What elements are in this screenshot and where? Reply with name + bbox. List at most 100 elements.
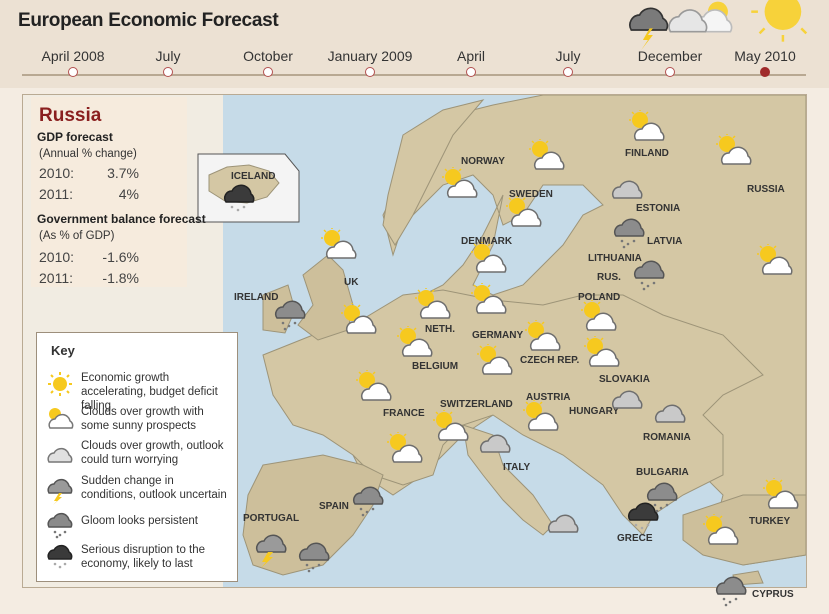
timeline-marker[interactable] [68,67,78,77]
timeline-marker[interactable] [760,67,770,77]
label-germany: GERMANY [472,330,524,341]
timeline-label[interactable]: July [155,48,181,64]
label-sweden: SWEDEN [509,189,553,200]
cloud-icon [548,514,579,533]
sun-cloud-icon [471,283,507,314]
label-ireland: IRELAND [234,292,279,303]
sun-cloud-icon [581,300,617,331]
sun-cloud-icon [525,320,561,351]
rain-cloud-icon [634,260,665,291]
gov-row-2011: 2011: -1.8% [39,270,139,286]
cloud-icon [612,180,643,199]
label-switzerland: SWITZERLAND [440,399,513,410]
label-bulgaria: BULGARIA [636,467,689,478]
timeline-label[interactable]: October [243,48,293,64]
lightning-cloud-icon [47,478,73,505]
label-turkey: TURKEY [749,516,791,527]
storm-cloud-icon [628,502,659,530]
gdp-year: 2010: [39,165,75,181]
gdp-row-2011: 2011: 4% [39,186,139,202]
sun-cloud-icon [477,344,513,375]
label-finland: FINLAND [625,148,669,159]
sun-cloud-icon [506,196,542,227]
sun-cloud-icon [321,228,357,259]
header-sun-icon [751,0,808,42]
label-hungary: HUNGARY [569,406,620,417]
header-cloud-icon [668,9,708,33]
gov-balance-sublabel: (As % of GDP) [39,230,115,242]
sun-cloud-icon [629,110,665,141]
gov-value: -1.6% [102,249,139,265]
key-item-sun: Economic growth accelerating, budget def… [81,372,218,412]
header-sun-cloud-icon [693,1,733,33]
label-denmark: DENMARK [461,236,513,247]
cloud-icon [480,434,511,453]
timeline-marker[interactable] [263,67,273,77]
gov-year: 2011: [39,270,73,286]
label-france: FRANCE [383,408,425,419]
label-romania: ROMANIA [643,432,691,443]
gov-year: 2010: [39,249,75,265]
sun-cloud-icon [523,400,559,431]
timeline-marker[interactable] [365,67,375,77]
sun-cloud-icon [703,514,739,545]
label-norway: NORWAY [461,156,505,167]
sun-cloud-icon [716,134,752,165]
gdp-forecast-sublabel: (Annual % change) [39,148,137,160]
label-russia: RUSSIA [747,184,785,195]
gov-row-2010: 2010: -1.6% [39,249,139,265]
sun-cloud-icon [387,432,423,463]
timeline-label[interactable]: January 2009 [327,48,413,64]
rain-cloud-icon [716,576,747,607]
sun-cloud-icon [415,288,451,319]
sun-cloud-icon [433,410,469,441]
storm-cloud-icon [224,184,255,212]
country-name: Russia [39,105,102,126]
timeline-label[interactable]: April [456,48,486,64]
sun-cloud-icon [529,139,565,170]
cloud-icon [47,447,73,463]
page-title: European Economic Forecast [18,10,279,31]
key-item-lightning-cloud: Sudden change in conditions, outlook unc… [81,475,227,501]
timeline-marker[interactable] [665,67,675,77]
timeline-marker[interactable] [163,67,173,77]
sun-cloud-icon [471,242,507,273]
label-rus: RUS. [597,272,621,283]
gdp-value: 3.7% [107,165,139,181]
gov-balance-label: Government balance forecast [37,212,206,226]
label-portugal: PORTUGAL [243,513,300,524]
rain-cloud-icon [647,482,678,513]
sun-cloud-icon [341,303,377,334]
rain-cloud-icon [353,486,384,517]
sun-cloud-icon [356,370,392,401]
timeline-label[interactable]: May 2010 [734,48,796,64]
label-austria: AUSTRIA [526,392,571,403]
gov-value: -1.8% [102,270,139,286]
header-weather-illustration [629,0,808,50]
key-item-rain-cloud: Gloom looks persistent [81,515,198,527]
sun-cloud-icon [584,336,620,367]
cloud-icon [655,404,686,423]
timeline-marker[interactable] [563,67,573,77]
timeline-label[interactable]: July [555,48,581,64]
timeline-label[interactable]: December [637,48,703,64]
key-title: Key [51,343,75,358]
label-lithuania: LITHUANIA [588,253,642,264]
label-latvia: LATVIA [647,236,683,247]
label-cyprus: CYPRUS [752,589,794,600]
label-neth: NETH. [425,324,455,335]
label-spain: SPAIN [319,501,349,512]
header-lightning-cloud-icon [629,7,669,50]
label-czech: CZECH REP. [520,355,580,366]
timeline-label[interactable]: April 2008 [41,48,105,64]
label-uk: UK [344,277,359,288]
sun-cloud-icon [397,326,433,357]
rain-cloud-icon [275,300,306,331]
gdp-row-2010: 2010: 3.7% [39,165,139,181]
sun-cloud-icon [48,408,74,429]
lightning-cloud-icon [256,534,287,568]
sun-icon [48,372,72,396]
timeline-marker[interactable] [466,67,476,77]
sun-cloud-icon [763,478,799,509]
country-info-panel: Russia GDP forecast (Annual % change) 20… [31,97,206,287]
